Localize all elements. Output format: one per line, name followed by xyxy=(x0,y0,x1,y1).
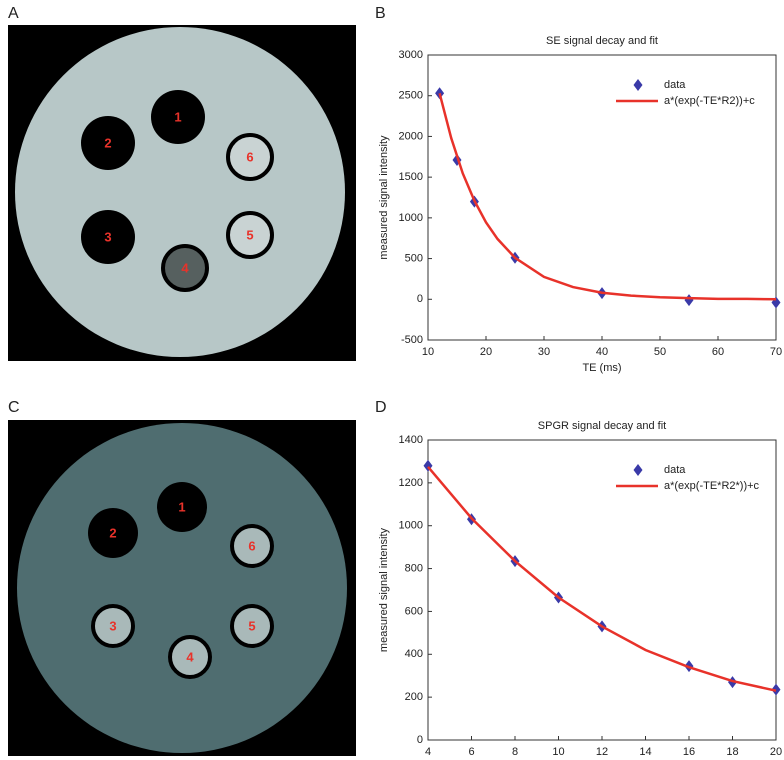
legend-label: a*(exp(-TE*R2))+c xyxy=(664,95,755,107)
legend-label: data xyxy=(664,79,686,91)
vial-label: 6 xyxy=(246,149,253,164)
vial-label: 3 xyxy=(109,618,116,633)
y-tick-label: 0 xyxy=(417,734,423,746)
x-tick-label: 10 xyxy=(422,346,434,358)
x-tick-label: 30 xyxy=(538,346,550,358)
x-tick-label: 20 xyxy=(770,746,782,758)
vial-label: 5 xyxy=(246,227,253,242)
panel-label: B xyxy=(375,5,386,22)
y-tick-label: 400 xyxy=(405,648,423,660)
vial-label: 4 xyxy=(186,649,194,664)
y-tick-label: 3000 xyxy=(399,49,423,61)
phantom xyxy=(17,423,347,753)
x-tick-label: 12 xyxy=(596,746,608,758)
x-tick-label: 40 xyxy=(596,346,608,358)
y-tick-label: 2000 xyxy=(399,130,423,142)
x-tick-label: 60 xyxy=(712,346,724,358)
x-tick-label: 18 xyxy=(726,746,738,758)
x-tick-label: 20 xyxy=(480,346,492,358)
legend-label: a*(exp(-TE*R2*))+c xyxy=(664,480,760,492)
x-tick-label: 6 xyxy=(468,746,474,758)
panel-label: D xyxy=(375,399,387,416)
x-tick-label: 16 xyxy=(683,746,695,758)
y-axis-label: measured signal intensity xyxy=(378,135,390,260)
vial-label: 6 xyxy=(248,538,255,553)
figure: ABCD123456123456SE signal decay and fitT… xyxy=(0,0,784,760)
x-axis-label: TE (ms) xyxy=(582,362,621,374)
y-tick-label: 500 xyxy=(405,252,423,264)
panel-label: A xyxy=(8,5,19,22)
y-tick-label: 0 xyxy=(417,293,423,305)
x-tick-label: 10 xyxy=(552,746,564,758)
y-axis-label: measured signal intensity xyxy=(378,527,390,652)
y-tick-label: 600 xyxy=(405,605,423,617)
vial-label: 1 xyxy=(174,109,181,124)
phantom xyxy=(15,27,345,357)
vial-label: 1 xyxy=(178,499,185,514)
y-tick-label: 1400 xyxy=(399,434,423,446)
vial-label: 5 xyxy=(248,618,255,633)
chart-title: SE signal decay and fit xyxy=(546,35,658,47)
x-tick-label: 4 xyxy=(425,746,431,758)
vial-label: 2 xyxy=(109,525,116,540)
x-tick-label: 50 xyxy=(654,346,666,358)
vial-label: 4 xyxy=(181,260,189,275)
page: ABCD123456123456SE signal decay and fitT… xyxy=(0,0,784,760)
x-tick-label: 70 xyxy=(770,346,782,358)
y-tick-label: 1000 xyxy=(399,212,423,224)
y-tick-label: 1000 xyxy=(399,520,423,532)
x-tick-label: 14 xyxy=(639,746,651,758)
y-tick-label: 800 xyxy=(405,562,423,574)
y-tick-label: 200 xyxy=(405,691,423,703)
y-tick-label: 1200 xyxy=(399,477,423,489)
y-tick-label: -500 xyxy=(401,334,423,346)
panel-label: C xyxy=(8,399,20,416)
y-tick-label: 1500 xyxy=(399,171,423,183)
vial-label: 2 xyxy=(104,135,111,150)
legend-label: data xyxy=(664,464,686,476)
vial-label: 3 xyxy=(104,229,111,244)
chart-title: SPGR signal decay and fit xyxy=(538,420,666,432)
y-tick-label: 2500 xyxy=(399,90,423,102)
x-tick-label: 8 xyxy=(512,746,518,758)
